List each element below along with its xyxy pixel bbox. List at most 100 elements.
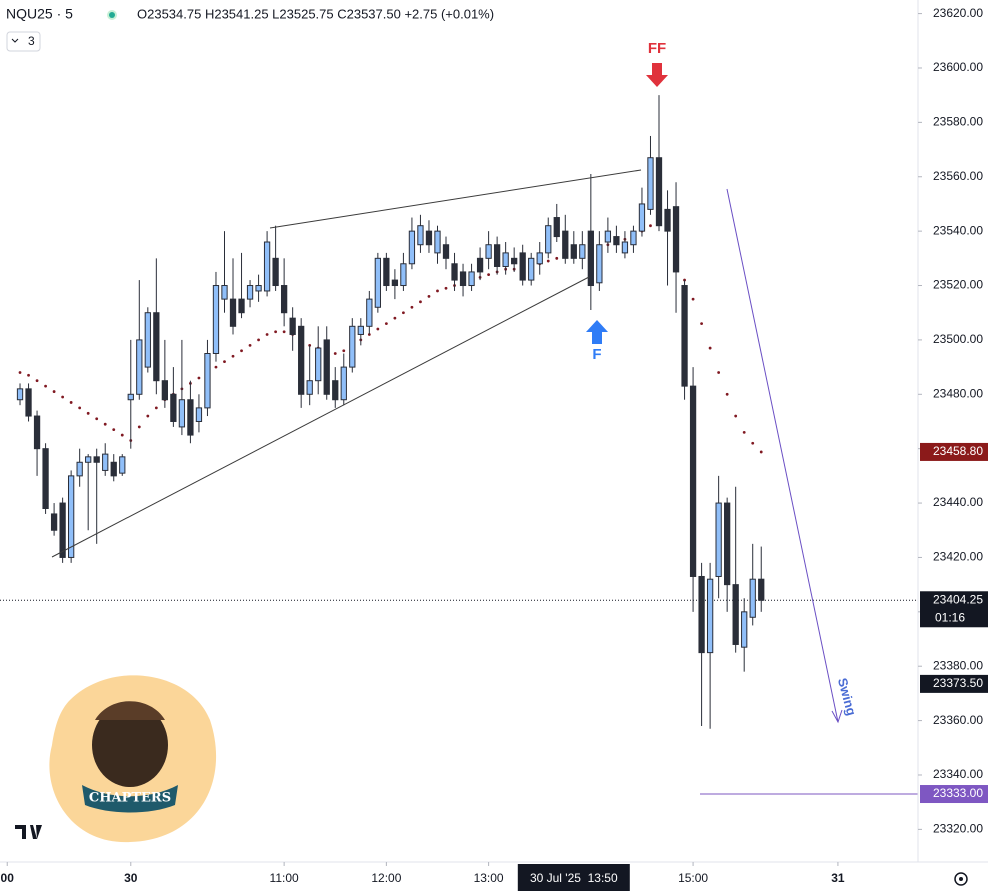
logo-mark xyxy=(15,825,42,839)
candle-body xyxy=(706,578,714,654)
candle-body xyxy=(221,285,228,300)
ma-dot xyxy=(282,330,286,334)
ma-dot xyxy=(240,349,243,353)
up-arrow xyxy=(586,320,608,344)
price-label-box xyxy=(920,674,988,693)
ma-dot xyxy=(342,349,346,353)
candle-body xyxy=(306,380,313,395)
ma-dot xyxy=(436,289,439,293)
candle-body xyxy=(323,339,330,395)
price-label: 23373.50 xyxy=(933,676,983,690)
candle-body xyxy=(366,298,373,327)
ma-dot xyxy=(61,395,65,399)
logo: CHAPTERS xyxy=(49,675,217,843)
candle-body xyxy=(596,244,603,284)
candle-body xyxy=(613,236,620,246)
ma-dot xyxy=(78,406,82,410)
candle-body xyxy=(545,225,552,254)
candle-body xyxy=(493,244,501,267)
settings-icon-dot xyxy=(959,877,963,881)
candle-body xyxy=(246,285,254,300)
candle-body xyxy=(476,257,484,273)
logo-banner xyxy=(82,785,178,813)
ma-dot xyxy=(546,259,550,263)
ma-dot xyxy=(137,425,141,429)
ma-dot xyxy=(691,297,695,301)
status-dot xyxy=(109,12,115,18)
candle-body xyxy=(698,575,705,654)
quote: O23534.75 H23541.25 L23525.75 C23537.50 … xyxy=(137,6,494,21)
projection-arrow xyxy=(726,188,839,723)
candle-body xyxy=(178,399,186,428)
ma-dot xyxy=(751,441,755,445)
candle-body xyxy=(408,230,416,265)
x-tick-label: 31 xyxy=(831,871,845,885)
plot-area xyxy=(0,95,918,795)
candle-body xyxy=(289,317,296,335)
candle-body xyxy=(638,203,646,232)
ma-dot xyxy=(384,322,388,325)
price-label-box xyxy=(920,442,988,461)
ma-dot xyxy=(555,256,559,260)
crosshair-time-box xyxy=(517,864,630,891)
trend-line xyxy=(51,276,590,558)
price-label-box xyxy=(920,785,988,804)
candle-body xyxy=(681,285,688,387)
ma-dot xyxy=(376,327,380,331)
candle-body xyxy=(16,388,24,401)
indicator-badge[interactable] xyxy=(6,31,41,52)
ma-dot xyxy=(717,371,721,374)
countdown-label: 01:16 xyxy=(935,610,965,624)
candle-body xyxy=(741,611,748,648)
candle-body xyxy=(272,257,279,287)
price-label: 23333.00 xyxy=(933,786,983,800)
candle-body xyxy=(579,244,586,259)
ma-dot xyxy=(112,428,116,432)
candle-body xyxy=(110,461,117,477)
x-tick-label: 15:00 xyxy=(678,871,708,885)
ma-dot xyxy=(44,384,47,388)
candle-body xyxy=(655,157,663,227)
candle-body xyxy=(127,393,134,401)
candle-body xyxy=(170,393,177,422)
candle-body xyxy=(229,298,237,327)
candle-body xyxy=(102,453,109,471)
ma-dot xyxy=(231,354,235,358)
candle-body xyxy=(758,578,765,601)
candle-body xyxy=(59,502,66,558)
candle-body xyxy=(76,461,83,477)
chevron xyxy=(11,38,19,43)
candle-body xyxy=(724,502,731,586)
ma-dot xyxy=(197,376,201,380)
ma-dot xyxy=(410,305,414,309)
y-tick-label: 23600.00 xyxy=(933,60,983,74)
candle-body xyxy=(42,448,49,509)
ma-dot xyxy=(393,316,397,320)
y-tick-label: 23340.00 xyxy=(933,767,983,781)
x-tick-label: 30 xyxy=(124,871,138,885)
candle-body xyxy=(383,257,390,287)
candle-body xyxy=(50,513,58,531)
candle-body xyxy=(93,456,100,463)
x-tick-label: 11:00 xyxy=(270,871,299,885)
ma-dot xyxy=(103,422,107,426)
ma-dot xyxy=(700,322,703,325)
candle-body xyxy=(238,298,245,314)
y-tick-label: 23500.00 xyxy=(933,332,983,346)
candle-body xyxy=(195,407,203,422)
candle-body xyxy=(315,347,322,382)
ma-dot xyxy=(154,406,158,410)
y-tick-label: 23360.00 xyxy=(933,713,983,727)
candle-body xyxy=(451,263,458,281)
candle-body xyxy=(519,252,526,281)
candle-body xyxy=(562,230,569,259)
candle-body xyxy=(749,578,756,618)
settings-icon[interactable] xyxy=(954,872,968,886)
ma-dot xyxy=(725,392,729,396)
candle-body xyxy=(587,230,594,287)
candle-body xyxy=(528,257,535,281)
ma-dot xyxy=(742,430,746,434)
candle-body xyxy=(604,230,612,243)
candle-body xyxy=(502,252,509,267)
